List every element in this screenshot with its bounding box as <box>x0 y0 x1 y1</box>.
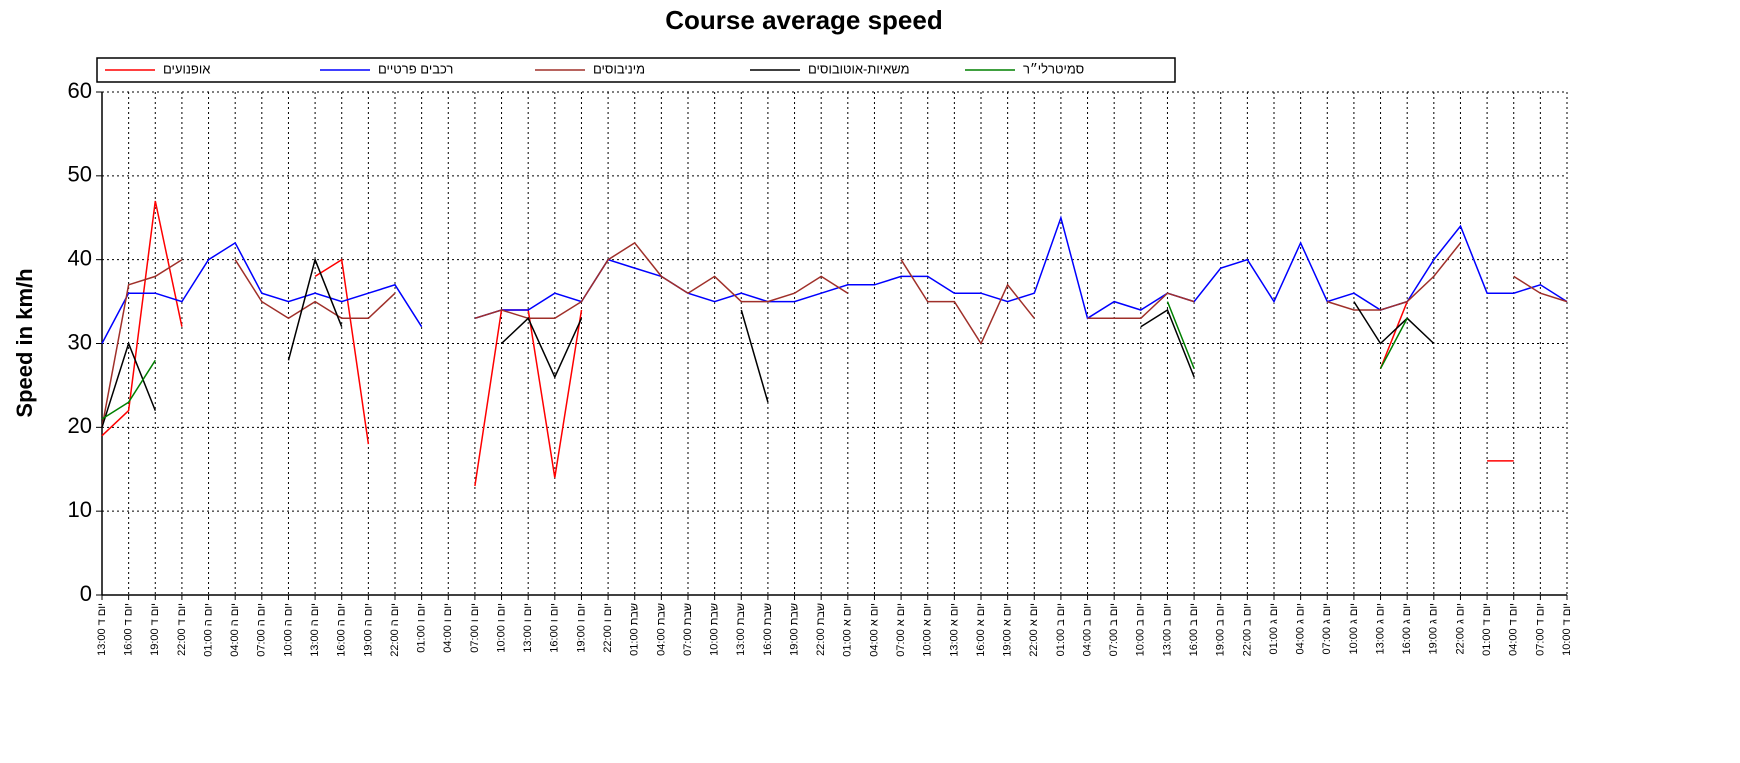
x-tick-label: 16:00 יום ג <box>1401 603 1413 654</box>
x-tick-label: 04:00 יום ב <box>1081 603 1093 656</box>
legend-box <box>96 57 1176 83</box>
x-tick-label: 10:00 שבת <box>709 603 721 656</box>
legend-label: רכבים פרטיים <box>378 61 453 76</box>
x-tick-label: 04:00 יום ה <box>229 603 241 657</box>
y-tick-label: 40 <box>68 245 92 270</box>
x-tick-label: 13:00 יום ו <box>522 603 534 653</box>
x-tick-label: 16:00 יום ה <box>336 603 348 657</box>
x-tick-label: 22:00 יום א <box>1028 603 1040 657</box>
x-tick-label: 04:00 יום ג <box>1295 603 1307 654</box>
x-tick-label: 04:00 יום א <box>868 603 880 657</box>
x-tick-label: 01:00 יום א <box>842 603 854 657</box>
legend: אופנועים רכבים פרטיים מיניבוסים משאיות-אוטו… <box>105 61 1084 76</box>
x-tick-label: 22:00 יום ה <box>389 603 401 657</box>
chart-title: Course average speed <box>665 5 942 35</box>
x-tick-label: 19:00 שבת <box>788 603 800 656</box>
x-tick-label: 19:00 יום ג <box>1428 603 1440 654</box>
series-line <box>101 301 1408 420</box>
x-tick-label: 19:00 יום ד <box>149 603 161 656</box>
x-tick-label: 07:00 יום ו <box>469 603 481 653</box>
y-tick-label: 20 <box>68 413 92 438</box>
x-tick-label: 07:00 יום ד <box>1534 603 1546 656</box>
x-tick-label: 10:00 יום ב <box>1135 603 1147 656</box>
x-tick-label: 01:00 יום ו <box>416 603 428 653</box>
x-tick-label: 22:00 יום ג <box>1454 603 1466 654</box>
x-tick-label: 07:00 שבת <box>682 603 694 656</box>
y-tick-label: 10 <box>68 497 92 522</box>
legend-label: מיניבוסים <box>593 61 645 76</box>
y-tick-label: 30 <box>68 329 92 354</box>
legend-label: סמיטרלי״ר <box>1023 61 1084 76</box>
x-tick-label: 10:00 יום א <box>922 603 934 657</box>
x-tick-label: 13:00 יום ב <box>1161 603 1173 656</box>
legend-label: אופנועים <box>163 61 210 76</box>
x-tick-label: 16:00 יום ב <box>1188 603 1200 656</box>
x-tick-label: 01:00 יום ד <box>1481 603 1493 656</box>
x-tick-label: 13:00 יום א <box>948 603 960 657</box>
x-tick-label: 16:00 יום ד <box>123 603 135 656</box>
x-tick-label: 22:00 יום ד <box>176 603 188 656</box>
x-tick-label: 13:00 יום ד <box>96 603 108 656</box>
x-tick-label: 07:00 יום א <box>895 603 907 657</box>
x-tick-label: 07:00 יום ה <box>256 603 268 657</box>
x-tick-label: 07:00 יום ג <box>1321 603 1333 654</box>
x-tick-label: 10:00 יום ג <box>1348 603 1360 654</box>
x-tick-label: 10:00 יום ד <box>1561 603 1573 656</box>
x-tick-label: 19:00 יום ו <box>575 603 587 653</box>
y-tick-label: 50 <box>68 162 92 187</box>
x-tick-label: 13:00 שבת <box>735 603 747 656</box>
x-tick-label: 19:00 יום ה <box>362 603 374 657</box>
series-line <box>101 241 1568 428</box>
x-tick-label: 16:00 יום א <box>975 603 987 657</box>
x-tick-label: 01:00 יום ב <box>1055 603 1067 656</box>
x-tick-label: 10:00 יום ה <box>282 603 294 657</box>
x-tick-label: 01:00 יום ג <box>1268 603 1280 654</box>
y-tick-label: 60 <box>68 78 92 103</box>
y-axis-label: Speed in km/h <box>12 268 37 417</box>
series-line <box>101 215 1568 344</box>
x-tick-label: 04:00 יום ד <box>1508 603 1520 656</box>
x-tick-label: 16:00 שבת <box>762 603 774 656</box>
x-tick-label: 22:00 שבת <box>815 603 827 656</box>
x-tick-label: 19:00 יום ב <box>1215 603 1227 656</box>
x-tick-label: 13:00 יום ג <box>1374 603 1386 654</box>
x-tick-label: 10:00 יום ו <box>495 603 507 653</box>
legend-label: משאיות-אוטובוסים <box>808 61 910 76</box>
x-tick-label: 16:00 יום ו <box>549 603 561 653</box>
x-tick-label: 22:00 יום ב <box>1241 603 1253 656</box>
x-tick-label: 01:00 יום ה <box>202 603 214 657</box>
y-tick-label: 0 <box>80 581 92 606</box>
x-tick-label: 01:00 שבת <box>629 603 641 656</box>
x-tick-label: 22:00 יום ו <box>602 603 614 653</box>
x-tick-label: 19:00 יום א <box>1002 603 1014 657</box>
x-tick-label: 07:00 יום ב <box>1108 603 1120 656</box>
x-tick-label: 04:00 שבת <box>655 603 667 656</box>
x-tick-label: 13:00 יום ה <box>309 603 321 657</box>
x-tick-label: 04:00 יום ו <box>442 603 454 653</box>
